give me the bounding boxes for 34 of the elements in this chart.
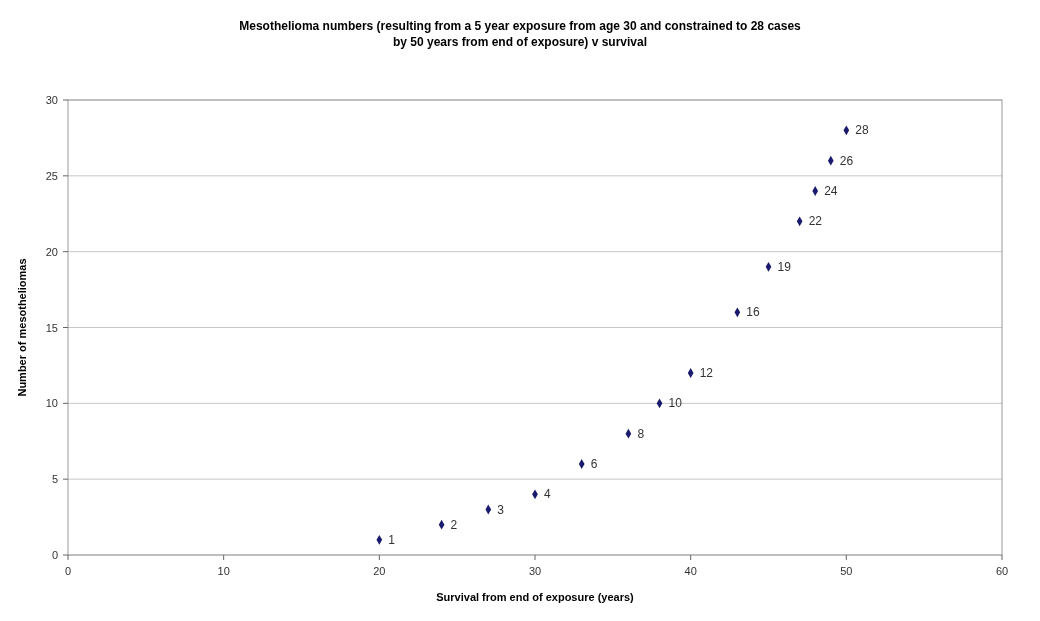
data-label: 3 bbox=[497, 502, 505, 517]
y-tick-label: 5 bbox=[51, 473, 58, 486]
point bbox=[812, 186, 819, 196]
y-tick-label: 10 bbox=[45, 397, 58, 410]
x-tick-label: 10 bbox=[217, 565, 230, 577]
y-axis-title: Number of mesotheliomas bbox=[16, 258, 28, 397]
point bbox=[687, 368, 694, 378]
y-tick-label: 15 bbox=[45, 321, 58, 334]
y-tick-label: 30 bbox=[45, 94, 58, 106]
x-tick-label: 30 bbox=[528, 565, 542, 577]
x-tick-label: 50 bbox=[840, 565, 853, 577]
data-label: 28 bbox=[855, 123, 870, 138]
y-tick-label: 20 bbox=[45, 245, 58, 258]
y-tick-label: 25 bbox=[45, 169, 58, 182]
data-label: 16 bbox=[746, 305, 761, 320]
data-label: 22 bbox=[808, 214, 823, 229]
y-tick-label: 0 bbox=[51, 549, 58, 561]
data-label: 26 bbox=[839, 153, 854, 168]
x-tick-label: 0 bbox=[64, 565, 72, 577]
x-axis-title: Survival from end of exposure (years) bbox=[436, 591, 635, 603]
data-label: 4 bbox=[544, 487, 551, 502]
data-label: 8 bbox=[637, 426, 645, 441]
x-tick-label: 60 bbox=[995, 565, 1009, 577]
data-label: 6 bbox=[590, 457, 598, 471]
chart-title: Mesothelioma numbers (resulting from a 5 year exposure from age 30 and constrained to 28 cases by 50 years from end of exposure) v survival bbox=[239, 19, 802, 49]
x-tick-label: 20 bbox=[373, 565, 386, 577]
data-label: 1 bbox=[388, 532, 396, 547]
data-label: 2 bbox=[450, 517, 458, 532]
data-label: 12 bbox=[699, 366, 714, 380]
data-label: 19 bbox=[777, 259, 792, 274]
x-tick-label: 40 bbox=[684, 565, 697, 577]
point bbox=[578, 459, 585, 469]
data-label: 24 bbox=[824, 184, 838, 198]
data-label: 10 bbox=[668, 396, 683, 411]
